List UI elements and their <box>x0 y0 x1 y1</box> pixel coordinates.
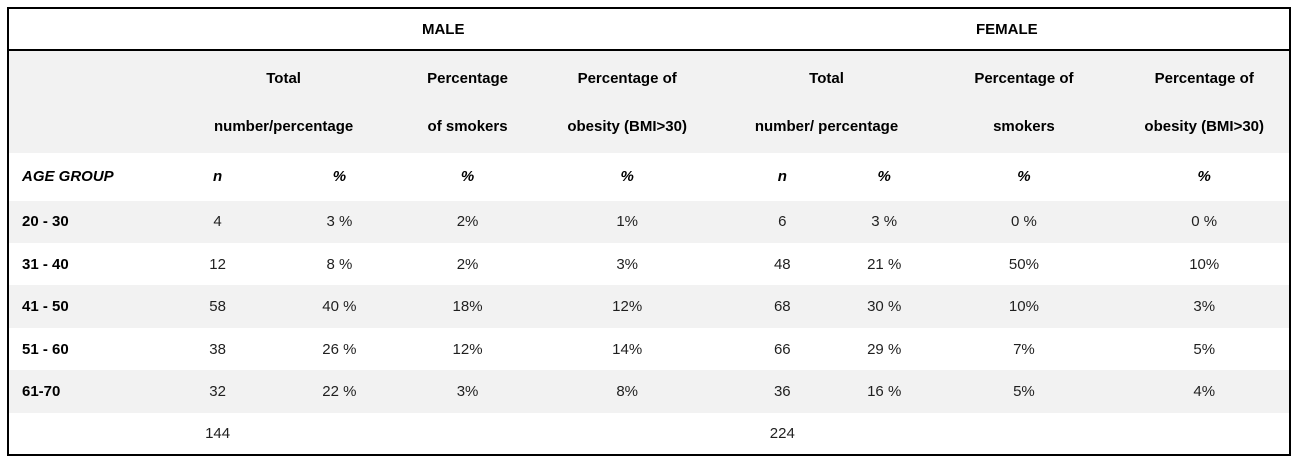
table-row-61-70: 61-70 32 22 % 3% 8% 36 16 % 5% 4% <box>8 370 1290 413</box>
table-row-41-50: 41 - 50 58 40 % 18% 12% 68 30 % 10% 3% <box>8 285 1290 328</box>
value-cell: 50% <box>1008 255 1039 273</box>
age-cell: 61-70 <box>22 382 61 400</box>
value-cell: 4% <box>1193 382 1216 400</box>
empty-cell <box>1119 413 1290 455</box>
value-cell: 40 % <box>322 298 357 316</box>
male-smokers-header-line1: Percentage <box>427 69 508 87</box>
age-cell: 41 - 50 <box>22 298 69 316</box>
value-cell: 66 <box>773 340 791 358</box>
male-obesity-percent-label: % <box>620 168 634 186</box>
value-cell: 12% <box>612 298 643 316</box>
value-cell: 2% <box>456 213 479 231</box>
value-cell: 26 % <box>322 340 357 358</box>
male-obesity-header: Percentage of obesity (BMI>30) <box>530 50 725 153</box>
value-cell: 5% <box>1013 382 1035 400</box>
value-cell: 30 % <box>867 298 902 316</box>
male-total-header-line1: Total <box>266 69 301 87</box>
female-n-label: n <box>777 168 787 186</box>
value-cell: 32 <box>209 382 226 400</box>
male-total-count: 144 <box>205 424 231 442</box>
value-cell: 7% <box>1013 340 1035 358</box>
value-cell: 21 % <box>867 255 902 273</box>
empty-cell <box>273 413 405 455</box>
empty-cell <box>530 413 725 455</box>
empty-cell <box>8 50 162 153</box>
female-total-header: Total number/ percentage <box>725 50 929 153</box>
value-cell: 38 <box>209 340 226 358</box>
female-group-header: FEMALE <box>724 8 1290 52</box>
value-cell: 12 <box>209 255 226 273</box>
female-total-header-line2: number/ percentage <box>754 117 899 135</box>
male-total-header-line2: number/percentage <box>214 117 354 135</box>
value-cell: 14% <box>612 340 643 358</box>
value-cell: 16 % <box>867 382 902 400</box>
male-smokers-header-line2: of smokers <box>427 117 508 135</box>
male-group-header: MALE <box>161 8 725 52</box>
value-cell: 10% <box>1189 255 1220 273</box>
empty-cell <box>405 413 529 455</box>
value-cell: 8 % <box>326 255 353 273</box>
value-cell: 0 % <box>1191 213 1218 231</box>
male-obesity-header-line2: obesity (BMI>30) <box>567 117 687 135</box>
value-cell: 3 % <box>871 213 898 231</box>
value-cell: 18% <box>452 298 483 316</box>
value-cell: 58 <box>209 298 226 316</box>
value-cell: 36 <box>773 382 791 400</box>
age-cell: 51 - 60 <box>22 340 69 358</box>
age-cell: 20 - 30 <box>22 213 69 231</box>
table-row-31-40: 31 - 40 12 8 % 2% 3% 48 21 % 50% 10% <box>8 243 1290 286</box>
totals-row: 144 224 <box>8 412 1290 455</box>
value-cell: 6 <box>778 213 787 231</box>
male-total-header: Total number/percentage <box>162 50 406 153</box>
table-row-51-60: 51 - 60 38 26 % 12% 14% 66 29 % 7% 5% <box>8 327 1290 371</box>
value-cell: 68 <box>773 298 791 316</box>
value-cell: 4 <box>213 213 222 231</box>
male-n-label: n <box>213 168 223 186</box>
value-cell: 48 <box>773 255 791 273</box>
male-smokers-percent-label: % <box>460 168 475 186</box>
female-percent-label: % <box>877 168 891 186</box>
male-smokers-header: Percentage of smokers <box>405 50 529 153</box>
female-smokers-header: Percentage of smokers <box>928 50 1119 153</box>
value-cell: 0 % <box>1011 213 1037 231</box>
value-cell: 2% <box>456 255 479 273</box>
corner-cell <box>8 8 162 52</box>
empty-cell <box>840 413 928 455</box>
value-cell: 29 % <box>867 340 902 358</box>
value-cell: 5% <box>1193 340 1216 358</box>
value-cell: 12% <box>452 340 483 358</box>
empty-cell <box>8 413 162 455</box>
male-obesity-header-line1: Percentage of <box>577 69 677 87</box>
value-cell: 8% <box>616 382 638 400</box>
empty-cell <box>928 413 1119 455</box>
subheader-row: AGE GROUP n % % % n % % % <box>8 153 1290 201</box>
female-smokers-percent-label: % <box>1017 168 1031 186</box>
age-group-label: AGE GROUP <box>22 168 114 186</box>
table-row-20-30: 20 - 30 4 3 % 2% 1% 6 3 % 0 % 0 % <box>8 200 1290 244</box>
value-cell: 1% <box>616 213 638 231</box>
female-obesity-percent-label: % <box>1197 168 1211 186</box>
female-total-header-line1: Total <box>809 69 844 87</box>
female-smokers-header-line1: Percentage of <box>974 69 1074 87</box>
value-cell: 10% <box>1008 298 1039 316</box>
value-cell: 3% <box>456 382 479 400</box>
demographics-table: MALE FEMALE Total number/percentage Perc… <box>7 7 1291 456</box>
group-header-row: MALE FEMALE <box>8 8 1290 52</box>
female-smokers-header-line2: smokers <box>993 117 1055 135</box>
value-cell: 3% <box>616 255 638 273</box>
male-percent-label: % <box>332 168 347 186</box>
value-cell: 3% <box>1193 298 1216 316</box>
value-cell: 22 % <box>322 382 357 400</box>
female-obesity-header: Percentage of obesity (BMI>30) <box>1119 50 1290 153</box>
female-total-count: 224 <box>769 424 795 442</box>
female-obesity-header-line2: obesity (BMI>30) <box>1144 117 1265 135</box>
age-cell: 31 - 40 <box>22 255 69 273</box>
female-obesity-header-line1: Percentage of <box>1154 69 1254 87</box>
column-header-row: Total number/percentage Percentage of sm… <box>8 50 1290 154</box>
value-cell: 3 % <box>326 213 353 231</box>
